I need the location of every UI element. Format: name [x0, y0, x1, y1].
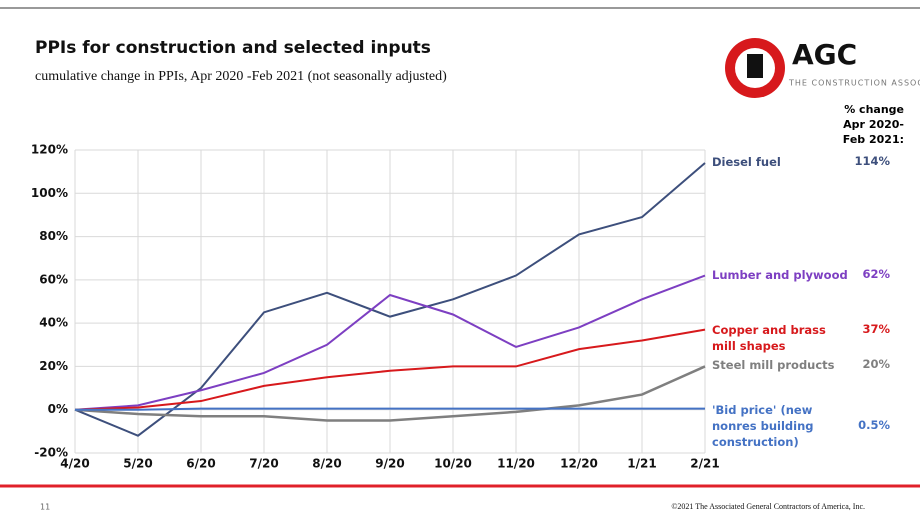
x-tick-label: 11/20	[497, 457, 535, 471]
page-number: 11	[40, 503, 50, 512]
x-tick-label: 4/20	[60, 457, 89, 471]
series-line	[75, 407, 705, 411]
y-tick-label: 40%	[39, 316, 68, 330]
x-tick-label: 6/20	[186, 457, 215, 471]
logo-tagline: THE CONSTRUCTION ASSOCIATION	[788, 79, 920, 88]
x-tick-label: 8/20	[312, 457, 341, 471]
x-tick-label: 9/20	[375, 457, 404, 471]
logo	[725, 38, 785, 98]
y-tick-label: 100%	[31, 186, 68, 200]
series-label: Diesel fuel	[712, 155, 781, 169]
end-label: 37%	[862, 322, 890, 336]
x-tick-label: 7/20	[249, 457, 278, 471]
chart-title: PPIs for construction and selected input…	[35, 38, 431, 58]
chart-subtitle: cumulative change in PPIs, Apr 2020 -Feb…	[35, 69, 447, 84]
x-tick-label: 12/20	[560, 457, 598, 471]
y-tick-label: 120%	[31, 143, 68, 157]
series-label: Steel mill products	[712, 358, 835, 372]
series-line	[74, 274, 706, 411]
y-tick-label: 0%	[48, 402, 68, 416]
end-label: 0.5%	[858, 418, 890, 432]
series-label: 'Bid price' (new nonres building constru…	[712, 403, 814, 449]
x-tick-label: 1/21	[627, 457, 656, 471]
y-tick-label: 20%	[39, 359, 68, 373]
end-label: 114%	[854, 154, 890, 168]
x-tick-label: 2/21	[690, 457, 719, 471]
y-tick-label: -20%	[34, 446, 68, 460]
series-line	[74, 365, 706, 422]
y-tick-label: 80%	[39, 229, 68, 243]
end-label: 62%	[862, 267, 890, 281]
y-tick-label: 60%	[39, 272, 68, 286]
end-label: 20%	[862, 357, 890, 371]
x-tick-label: 5/20	[123, 457, 152, 471]
series-label: Lumber and plywood	[712, 268, 848, 282]
footer: ©2021 The Associated General Contractors…	[671, 502, 865, 511]
x-tick-label: 10/20	[434, 457, 472, 471]
series-label: Copper and brass mill shapes	[712, 323, 826, 353]
logo-name: AGC	[792, 38, 857, 71]
series-line	[74, 328, 706, 411]
column-header: % change Apr 2020-Feb 2021:	[842, 103, 904, 146]
logo-mark	[747, 54, 763, 78]
